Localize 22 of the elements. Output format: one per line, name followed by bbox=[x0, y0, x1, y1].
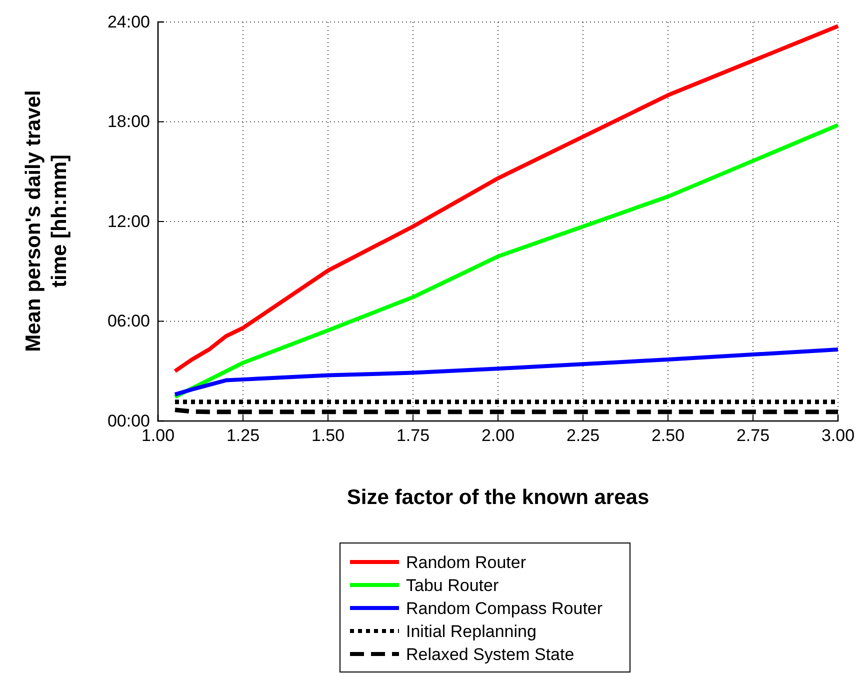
y-tick-label: 12:00 bbox=[107, 212, 150, 231]
x-tick-label: 1.75 bbox=[396, 426, 430, 446]
legend-label: Tabu Router bbox=[406, 576, 499, 595]
legend-label: Relaxed System State bbox=[406, 645, 574, 664]
legend-label: Random Compass Router bbox=[406, 599, 603, 618]
x-tick-label: 1.25 bbox=[226, 426, 260, 446]
x-tick-label: 2.75 bbox=[736, 426, 770, 446]
y-tick-label: 24:00 bbox=[107, 12, 150, 32]
line-series bbox=[173, 123, 840, 399]
y-tick-label: 06:00 bbox=[107, 312, 150, 331]
line-series bbox=[173, 348, 840, 396]
x-tick-label: 1.50 bbox=[311, 426, 345, 446]
legend-label: Random Router bbox=[406, 553, 526, 572]
x-axis-title: Size factor of the known areas bbox=[346, 486, 650, 509]
y-axis-title: Mean person's daily travel time [hh:mm] bbox=[22, 90, 71, 352]
line-series bbox=[173, 24, 840, 374]
x-tick-label: 3.00 bbox=[821, 426, 855, 446]
x-tick-label: 2.25 bbox=[566, 426, 600, 446]
legend-label: Initial Replanning bbox=[406, 622, 536, 641]
y-tick-label: 18:00 bbox=[107, 112, 150, 132]
x-tick-label: 2.00 bbox=[481, 426, 515, 446]
x-tick-label: 2.50 bbox=[651, 426, 685, 446]
